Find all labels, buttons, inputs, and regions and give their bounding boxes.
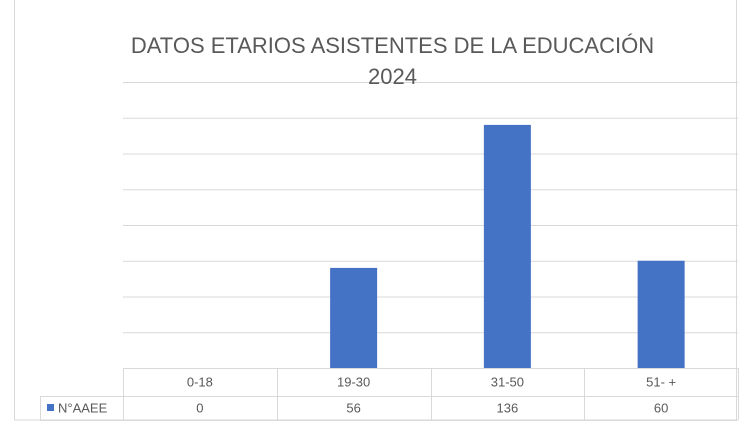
legend-label: N°AAEE (58, 400, 108, 415)
legend-key (47, 404, 54, 411)
table-value: 0 (196, 400, 203, 415)
bar (637, 260, 685, 368)
bar (330, 267, 378, 368)
bar (483, 124, 531, 369)
table-value: 136 (497, 400, 519, 415)
x-tick-label: 31-50 (491, 374, 524, 389)
x-tick-label: 19-30 (337, 374, 370, 389)
table-value: 60 (654, 400, 668, 415)
chart-title: DATOS ETARIOS ASISTENTES DE LA EDUCACIÓN… (130, 33, 655, 89)
table-value: 56 (346, 400, 360, 415)
x-tick-label: 51- + (646, 374, 676, 389)
x-tick-label: 0-18 (187, 374, 213, 389)
